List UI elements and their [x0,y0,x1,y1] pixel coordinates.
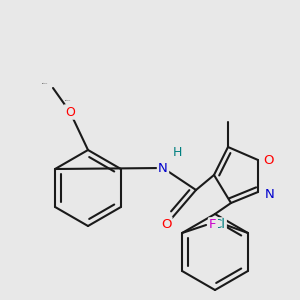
Text: N: N [265,188,275,200]
Text: Cl: Cl [213,218,226,232]
Text: O: O [161,218,171,230]
Text: methoxy: methoxy [65,99,71,101]
Text: methoxy: methoxy [42,83,48,84]
Text: H: H [172,146,182,158]
Text: O: O [263,154,273,166]
Text: O: O [65,106,75,118]
Text: N: N [158,161,168,175]
Text: F: F [209,218,217,232]
